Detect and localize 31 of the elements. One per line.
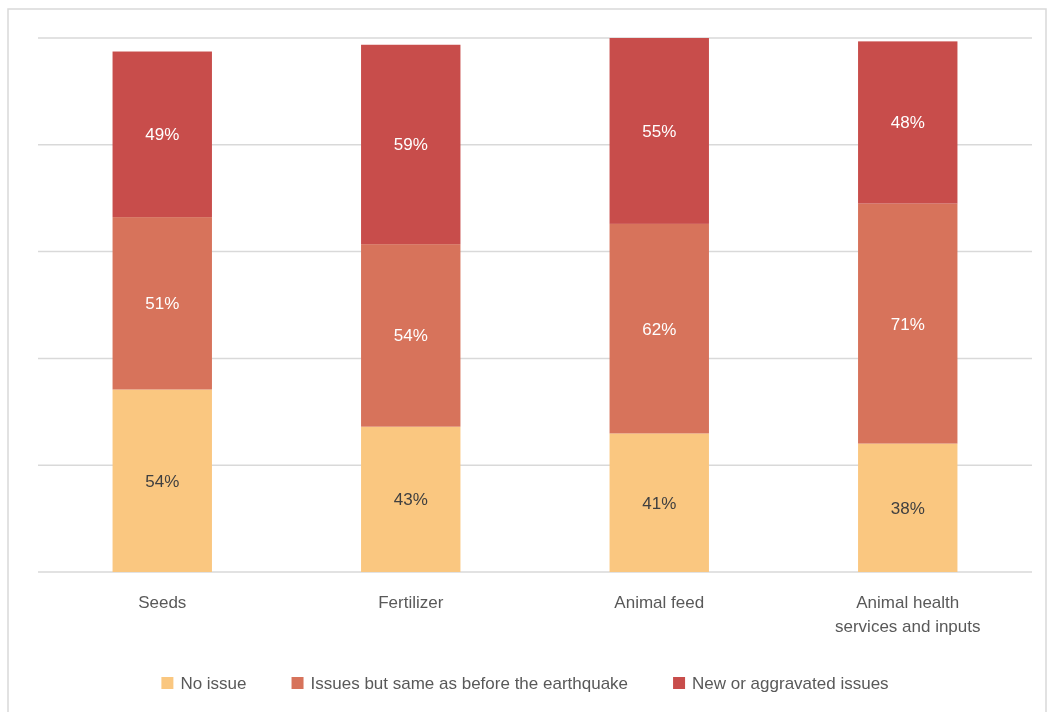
legend-label: New or aggravated issues bbox=[692, 673, 889, 693]
bar bbox=[112, 51, 212, 218]
bar bbox=[858, 443, 958, 572]
bar bbox=[609, 223, 709, 434]
bar bbox=[112, 217, 212, 390]
x-tick-label: Animal feed bbox=[614, 593, 705, 612]
bar bbox=[858, 41, 958, 204]
bar bbox=[609, 38, 709, 224]
bar bbox=[361, 244, 461, 427]
bar bbox=[112, 389, 212, 572]
data-label: 51% bbox=[145, 294, 180, 314]
bar bbox=[609, 433, 709, 572]
bar bbox=[361, 44, 461, 245]
data-label: 59% bbox=[393, 135, 428, 155]
data-label: 54% bbox=[145, 471, 180, 491]
data-label: 54% bbox=[393, 326, 428, 346]
legend-label: Issues but same as before the earthquake bbox=[310, 673, 629, 693]
data-label: 62% bbox=[642, 319, 677, 339]
bar bbox=[858, 203, 958, 444]
data-label: 49% bbox=[145, 125, 180, 145]
data-label: 71% bbox=[890, 314, 925, 334]
data-label: 48% bbox=[890, 113, 925, 133]
data-label: 55% bbox=[642, 121, 677, 141]
x-tick-label: Animal health services and inputs bbox=[834, 593, 981, 636]
x-tick-label: Fertilizer bbox=[378, 593, 444, 612]
data-label: 43% bbox=[393, 490, 428, 510]
bar bbox=[361, 426, 461, 572]
data-label: 38% bbox=[890, 498, 925, 518]
x-tick-label: Seeds bbox=[138, 593, 187, 612]
data-label: 41% bbox=[642, 493, 677, 513]
legend-label: No issue bbox=[180, 673, 247, 693]
